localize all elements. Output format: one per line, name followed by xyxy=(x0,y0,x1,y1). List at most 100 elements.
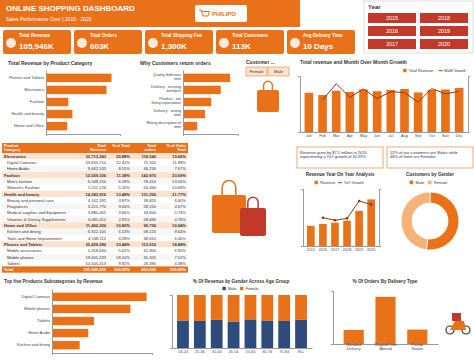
table-cell: Tools and Home Improvement xyxy=(7,236,62,241)
slicer-button[interactable] xyxy=(420,13,468,23)
bar xyxy=(194,295,206,321)
table-cell: 113,610 xyxy=(141,242,156,247)
table-cell: 58,120 xyxy=(143,229,156,234)
axis-line xyxy=(170,296,173,349)
tick: Jul xyxy=(388,134,393,138)
slicer-item[interactable]: 2017 xyxy=(386,41,398,47)
bar xyxy=(295,295,307,320)
table-row xyxy=(2,159,188,165)
slicer-item[interactable]: 2018 xyxy=(438,15,450,21)
tick: Shipped fromAbroad xyxy=(374,343,397,351)
table-row xyxy=(2,153,188,159)
slicer-button[interactable] xyxy=(368,13,416,23)
tick-label: Feb xyxy=(319,134,326,138)
slicer-item[interactable]: 2015 xyxy=(386,15,398,21)
table-cell: 16.04% xyxy=(172,223,186,228)
bar xyxy=(261,295,273,320)
legend-swatch xyxy=(338,182,342,183)
slicer-button[interactable] xyxy=(368,39,416,49)
bar xyxy=(346,92,355,132)
text-line: % of Total xyxy=(112,144,130,148)
slicer-item[interactable]: 2020 xyxy=(438,41,450,47)
bar xyxy=(52,317,94,325)
axis xyxy=(184,135,239,137)
plot-marks xyxy=(344,297,428,344)
slicer-item[interactable]: 2016 xyxy=(386,28,398,34)
kpi-card xyxy=(216,30,284,54)
slicer-button[interactable] xyxy=(368,26,416,36)
kpi-label: Avg Delivery Time xyxy=(303,33,343,38)
tick: Jun xyxy=(374,134,380,138)
axis xyxy=(469,77,471,133)
bar xyxy=(343,221,351,246)
bar xyxy=(344,330,364,344)
tick: Electronics xyxy=(24,87,44,92)
tick-label: Shipped fromAbroad xyxy=(374,343,397,351)
table-cell: Mobile phones xyxy=(7,255,34,260)
table-cell: 18.50% xyxy=(116,255,130,260)
slicer-item[interactable]: Female xyxy=(250,69,265,74)
table-cell: Women's Fashion xyxy=(7,185,40,190)
legend: RevenueYoY Growth xyxy=(315,181,364,185)
table-row xyxy=(2,254,188,260)
slicer-button[interactable] xyxy=(268,67,289,76)
axis: 201520162017201820192020 xyxy=(304,247,380,252)
legend-label: Male xyxy=(228,287,236,291)
slicer-item[interactable]: Male xyxy=(274,69,284,74)
table-cell: 13.48% xyxy=(116,192,130,197)
legend-label: YoY Growth xyxy=(344,181,364,185)
table-cell: 5,318,640 xyxy=(88,248,107,253)
axis xyxy=(53,354,153,356)
bar xyxy=(177,295,189,320)
tick-label: 18-24 xyxy=(178,350,188,354)
chart-title: % Of Revenue by Gender Across Age Group xyxy=(193,279,290,284)
tick-label: Electronics xyxy=(24,87,44,92)
table-cell: 78,410 xyxy=(143,179,156,184)
chart: Why Customers return ordersQuality defec… xyxy=(140,60,239,136)
bar xyxy=(355,211,363,246)
tick: Mobile phones xyxy=(24,306,50,311)
slice xyxy=(426,192,459,250)
slicer-button[interactable] xyxy=(420,26,468,36)
table-cell: 11.38% xyxy=(116,173,130,178)
table-cell: 7.52% xyxy=(174,255,186,260)
marker xyxy=(322,216,325,219)
table-cell: 118,540 xyxy=(141,154,156,159)
table-cell: 72,310 xyxy=(143,160,156,165)
table-cell: 19,605,233 xyxy=(86,255,107,260)
table-cell: 6.40% xyxy=(174,236,186,241)
text-line: Station xyxy=(411,347,423,351)
bar xyxy=(228,322,240,349)
slicer-button[interactable] xyxy=(246,67,267,76)
table-cell: 6.53% xyxy=(118,229,130,234)
slicer-button[interactable] xyxy=(420,39,468,49)
bar xyxy=(319,224,327,246)
line xyxy=(323,84,460,102)
slicer-item[interactable]: 2019 xyxy=(438,28,450,34)
legend: MaleFemale xyxy=(410,180,448,185)
table-cell: 105,946,000 xyxy=(83,267,106,272)
tick: 2020 xyxy=(367,248,375,252)
table-cell: 30.88% xyxy=(116,154,130,159)
marker xyxy=(346,217,349,220)
table-cell: 26,390 xyxy=(143,261,156,266)
axis: StandardDeliveryShipped fromAbroadPickup… xyxy=(334,343,439,351)
table-cell: 6.60% xyxy=(174,198,186,203)
table-cell: 3,085,412 xyxy=(88,217,107,222)
table-cell: Phones and Tablets xyxy=(4,242,43,247)
tick-label: Kitchen and dining xyxy=(17,342,50,347)
table-cell: 10,505,413 xyxy=(86,261,107,266)
table-cell: 19.66% xyxy=(172,154,186,159)
column-header: ProductCategory xyxy=(4,144,21,152)
tick-label: Wrong description ofitem xyxy=(146,121,182,129)
table-cell: Electronics xyxy=(4,154,27,159)
kpi-card xyxy=(74,30,142,54)
bar xyxy=(441,89,450,132)
bar xyxy=(414,92,423,132)
axis xyxy=(301,190,304,247)
bar xyxy=(211,295,223,320)
legend-swatch xyxy=(240,287,243,290)
axis-line xyxy=(184,135,239,137)
kpi-icon xyxy=(290,38,300,48)
marker xyxy=(358,200,361,203)
